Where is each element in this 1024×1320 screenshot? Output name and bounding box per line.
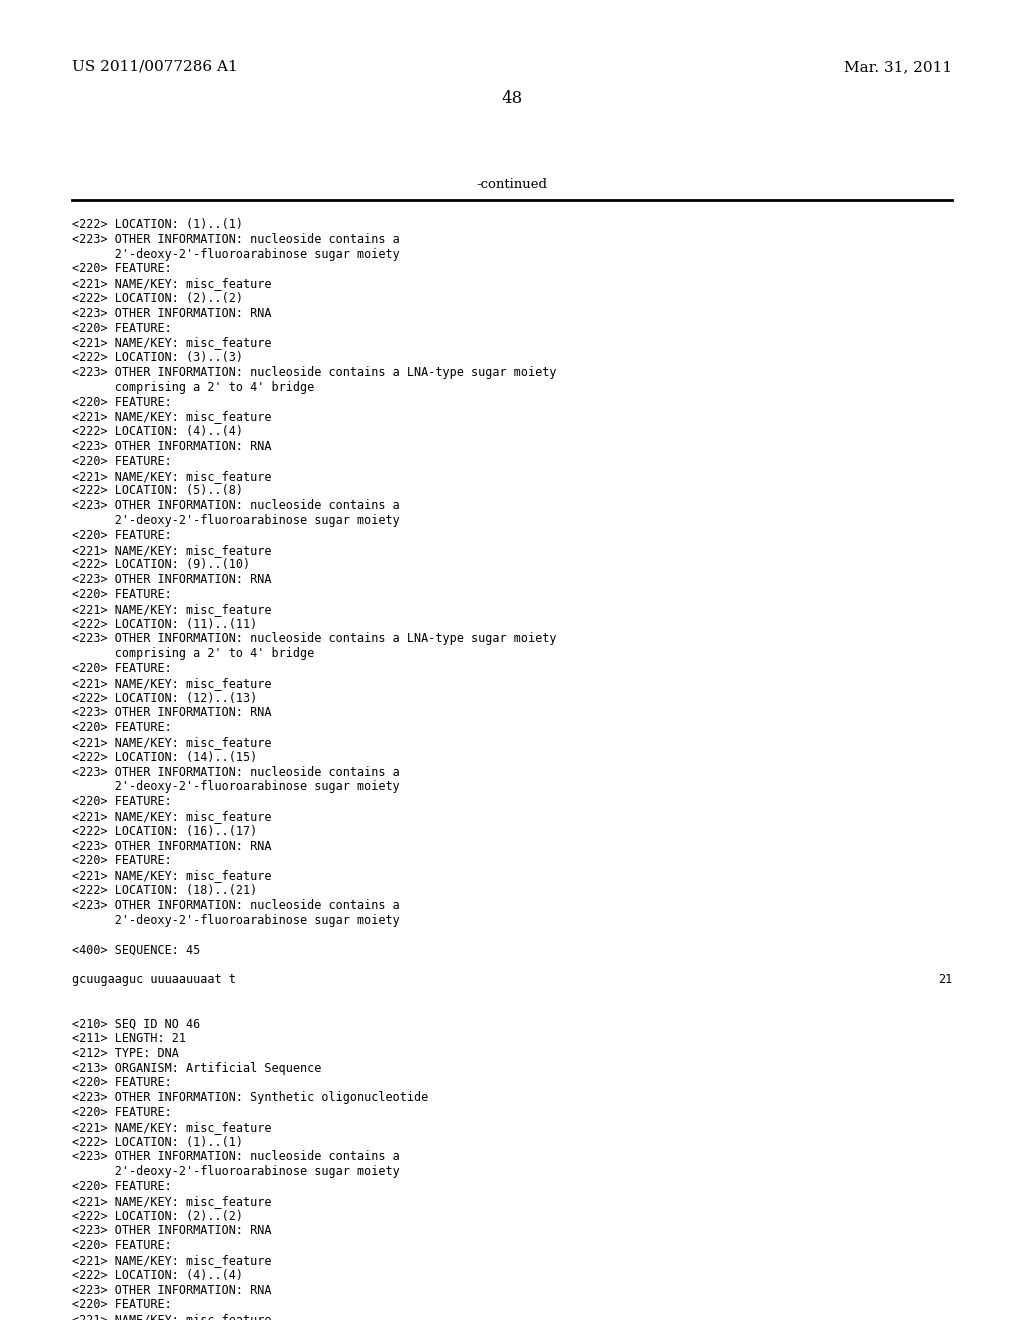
- Text: <220> FEATURE:: <220> FEATURE:: [72, 1239, 172, 1253]
- Text: <400> SEQUENCE: 45: <400> SEQUENCE: 45: [72, 944, 201, 956]
- Text: <220> FEATURE:: <220> FEATURE:: [72, 721, 172, 734]
- Text: <222> LOCATION: (2)..(2): <222> LOCATION: (2)..(2): [72, 292, 243, 305]
- Text: <221> NAME/KEY: misc_feature: <221> NAME/KEY: misc_feature: [72, 1195, 271, 1208]
- Text: gcuugaaguc uuuaauuaat t: gcuugaaguc uuuaauuaat t: [72, 973, 236, 986]
- Text: <223> OTHER INFORMATION: nucleoside contains a: <223> OTHER INFORMATION: nucleoside cont…: [72, 766, 399, 779]
- Text: <221> NAME/KEY: misc_feature: <221> NAME/KEY: misc_feature: [72, 1121, 271, 1134]
- Text: <223> OTHER INFORMATION: RNA: <223> OTHER INFORMATION: RNA: [72, 306, 271, 319]
- Text: <223> OTHER INFORMATION: nucleoside contains a: <223> OTHER INFORMATION: nucleoside cont…: [72, 499, 399, 512]
- Text: comprising a 2' to 4' bridge: comprising a 2' to 4' bridge: [72, 380, 314, 393]
- Text: <223> OTHER INFORMATION: RNA: <223> OTHER INFORMATION: RNA: [72, 573, 271, 586]
- Text: <220> FEATURE:: <220> FEATURE:: [72, 795, 172, 808]
- Text: US 2011/0077286 A1: US 2011/0077286 A1: [72, 59, 238, 74]
- Text: <223> OTHER INFORMATION: nucleoside contains a: <223> OTHER INFORMATION: nucleoside cont…: [72, 1151, 399, 1163]
- Text: <220> FEATURE:: <220> FEATURE:: [72, 1299, 172, 1311]
- Text: <210> SEQ ID NO 46: <210> SEQ ID NO 46: [72, 1018, 201, 1030]
- Text: <223> OTHER INFORMATION: RNA: <223> OTHER INFORMATION: RNA: [72, 1225, 271, 1237]
- Text: <220> FEATURE:: <220> FEATURE:: [72, 396, 172, 409]
- Text: <222> LOCATION: (18)..(21): <222> LOCATION: (18)..(21): [72, 884, 257, 898]
- Text: <211> LENGTH: 21: <211> LENGTH: 21: [72, 1032, 186, 1045]
- Text: 48: 48: [502, 90, 522, 107]
- Text: <213> ORGANISM: Artificial Sequence: <213> ORGANISM: Artificial Sequence: [72, 1061, 322, 1074]
- Text: <221> NAME/KEY: misc_feature: <221> NAME/KEY: misc_feature: [72, 544, 271, 557]
- Text: -continued: -continued: [476, 178, 548, 191]
- Text: <223> OTHER INFORMATION: RNA: <223> OTHER INFORMATION: RNA: [72, 840, 271, 853]
- Text: <221> NAME/KEY: misc_feature: <221> NAME/KEY: misc_feature: [72, 603, 271, 616]
- Text: <223> OTHER INFORMATION: RNA: <223> OTHER INFORMATION: RNA: [72, 440, 271, 453]
- Text: 21: 21: [938, 973, 952, 986]
- Text: <220> FEATURE:: <220> FEATURE:: [72, 1180, 172, 1193]
- Text: <221> NAME/KEY: misc_feature: <221> NAME/KEY: misc_feature: [72, 869, 271, 882]
- Text: <223> OTHER INFORMATION: nucleoside contains a LNA-type sugar moiety: <223> OTHER INFORMATION: nucleoside cont…: [72, 366, 556, 379]
- Text: <220> FEATURE:: <220> FEATURE:: [72, 322, 172, 334]
- Text: <223> OTHER INFORMATION: nucleoside contains a: <223> OTHER INFORMATION: nucleoside cont…: [72, 232, 399, 246]
- Text: <222> LOCATION: (11)..(11): <222> LOCATION: (11)..(11): [72, 618, 257, 631]
- Text: <220> FEATURE:: <220> FEATURE:: [72, 1106, 172, 1119]
- Text: <223> OTHER INFORMATION: RNA: <223> OTHER INFORMATION: RNA: [72, 1283, 271, 1296]
- Text: comprising a 2' to 4' bridge: comprising a 2' to 4' bridge: [72, 647, 314, 660]
- Text: <221> NAME/KEY: misc_feature: <221> NAME/KEY: misc_feature: [72, 677, 271, 690]
- Text: <220> FEATURE:: <220> FEATURE:: [72, 854, 172, 867]
- Text: 2'-deoxy-2'-fluoroarabinose sugar moiety: 2'-deoxy-2'-fluoroarabinose sugar moiety: [72, 780, 399, 793]
- Text: <223> OTHER INFORMATION: Synthetic oligonucleotide: <223> OTHER INFORMATION: Synthetic oligo…: [72, 1092, 428, 1105]
- Text: <222> LOCATION: (14)..(15): <222> LOCATION: (14)..(15): [72, 751, 257, 764]
- Text: <222> LOCATION: (3)..(3): <222> LOCATION: (3)..(3): [72, 351, 243, 364]
- Text: <223> OTHER INFORMATION: RNA: <223> OTHER INFORMATION: RNA: [72, 706, 271, 719]
- Text: 2'-deoxy-2'-fluoroarabinose sugar moiety: 2'-deoxy-2'-fluoroarabinose sugar moiety: [72, 248, 399, 260]
- Text: <221> NAME/KEY: misc_feature: <221> NAME/KEY: misc_feature: [72, 277, 271, 290]
- Text: 2'-deoxy-2'-fluoroarabinose sugar moiety: 2'-deoxy-2'-fluoroarabinose sugar moiety: [72, 913, 399, 927]
- Text: <220> FEATURE:: <220> FEATURE:: [72, 263, 172, 276]
- Text: <223> OTHER INFORMATION: nucleoside contains a: <223> OTHER INFORMATION: nucleoside cont…: [72, 899, 399, 912]
- Text: <223> OTHER INFORMATION: nucleoside contains a LNA-type sugar moiety: <223> OTHER INFORMATION: nucleoside cont…: [72, 632, 556, 645]
- Text: <220> FEATURE:: <220> FEATURE:: [72, 455, 172, 467]
- Text: <221> NAME/KEY: misc_feature: <221> NAME/KEY: misc_feature: [72, 1313, 271, 1320]
- Text: <222> LOCATION: (9)..(10): <222> LOCATION: (9)..(10): [72, 558, 250, 572]
- Text: <222> LOCATION: (4)..(4): <222> LOCATION: (4)..(4): [72, 1269, 243, 1282]
- Text: <222> LOCATION: (4)..(4): <222> LOCATION: (4)..(4): [72, 425, 243, 438]
- Text: <222> LOCATION: (1)..(1): <222> LOCATION: (1)..(1): [72, 218, 243, 231]
- Text: <222> LOCATION: (1)..(1): <222> LOCATION: (1)..(1): [72, 1135, 243, 1148]
- Text: <221> NAME/KEY: misc_feature: <221> NAME/KEY: misc_feature: [72, 470, 271, 483]
- Text: <220> FEATURE:: <220> FEATURE:: [72, 587, 172, 601]
- Text: 2'-deoxy-2'-fluoroarabinose sugar moiety: 2'-deoxy-2'-fluoroarabinose sugar moiety: [72, 513, 399, 527]
- Text: <222> LOCATION: (2)..(2): <222> LOCATION: (2)..(2): [72, 1209, 243, 1222]
- Text: 2'-deoxy-2'-fluoroarabinose sugar moiety: 2'-deoxy-2'-fluoroarabinose sugar moiety: [72, 1166, 399, 1179]
- Text: <220> FEATURE:: <220> FEATURE:: [72, 663, 172, 675]
- Text: Mar. 31, 2011: Mar. 31, 2011: [844, 59, 952, 74]
- Text: <221> NAME/KEY: misc_feature: <221> NAME/KEY: misc_feature: [72, 810, 271, 822]
- Text: <222> LOCATION: (16)..(17): <222> LOCATION: (16)..(17): [72, 825, 257, 838]
- Text: <221> NAME/KEY: misc_feature: <221> NAME/KEY: misc_feature: [72, 411, 271, 424]
- Text: <222> LOCATION: (12)..(13): <222> LOCATION: (12)..(13): [72, 692, 257, 705]
- Text: <220> FEATURE:: <220> FEATURE:: [72, 529, 172, 541]
- Text: <220> FEATURE:: <220> FEATURE:: [72, 1076, 172, 1089]
- Text: <221> NAME/KEY: misc_feature: <221> NAME/KEY: misc_feature: [72, 1254, 271, 1267]
- Text: <221> NAME/KEY: misc_feature: <221> NAME/KEY: misc_feature: [72, 337, 271, 350]
- Text: <212> TYPE: DNA: <212> TYPE: DNA: [72, 1047, 179, 1060]
- Text: <222> LOCATION: (5)..(8): <222> LOCATION: (5)..(8): [72, 484, 243, 498]
- Text: <221> NAME/KEY: misc_feature: <221> NAME/KEY: misc_feature: [72, 737, 271, 748]
